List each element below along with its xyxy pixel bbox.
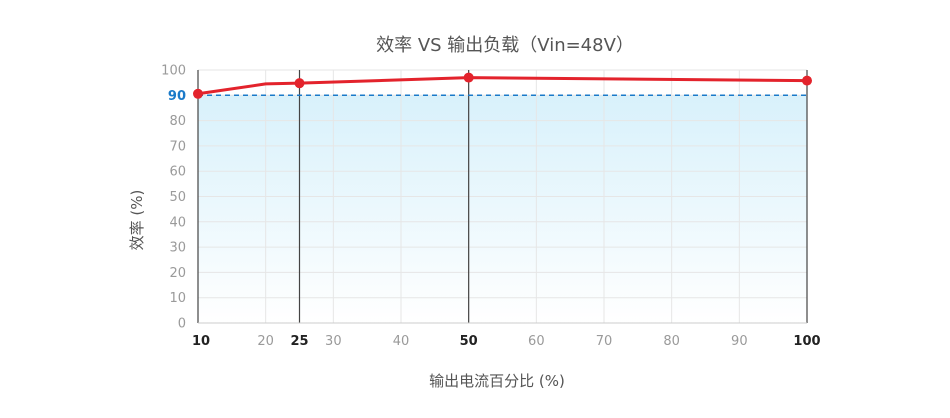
- fill-area: [198, 95, 807, 323]
- x-tick-label: 50: [460, 334, 478, 349]
- x-tick-label: 10: [192, 334, 210, 349]
- y-tick-label: 70: [169, 139, 186, 154]
- y-tick-label: 10: [169, 291, 186, 306]
- x-tick-label: 70: [596, 334, 613, 349]
- y-tick-label: 0: [178, 317, 186, 332]
- y-tick-label: 20: [169, 266, 186, 281]
- x-tick-label: 100: [793, 334, 820, 349]
- x-tick-label: 60: [528, 334, 545, 349]
- x-tick-label: 20: [257, 334, 274, 349]
- y-axis-label: 效率 (%): [128, 190, 146, 251]
- x-tick-label: 40: [393, 334, 410, 349]
- y-tick-label: 40: [169, 215, 186, 230]
- data-point: [802, 75, 812, 86]
- x-tick-label: 30: [325, 334, 342, 349]
- y-tick-label: 60: [169, 165, 186, 180]
- chart-title: 效率 VS 输出负载（Vin=48V）: [376, 35, 634, 56]
- x-tick-label: 80: [663, 334, 680, 349]
- data-point: [294, 78, 305, 89]
- y-tick-label: 80: [169, 114, 186, 129]
- data-point: [463, 72, 474, 83]
- y-tick-label: 90: [168, 89, 186, 104]
- data-point: [193, 88, 203, 99]
- series-line: [196, 76, 809, 96]
- x-tick-label: 25: [290, 334, 308, 349]
- x-axis-label: 输出电流百分比 (%): [429, 372, 565, 390]
- y-tick-label: 50: [169, 190, 186, 205]
- plot-area: 0 10 20 30 40 50 60 70 80 90 100 10 20 25 30 40 50 60 70 80…: [161, 64, 820, 350]
- y-tick-label: 100: [161, 64, 186, 79]
- y-tick-label: 30: [169, 241, 186, 256]
- x-tick-label: 90: [731, 334, 748, 349]
